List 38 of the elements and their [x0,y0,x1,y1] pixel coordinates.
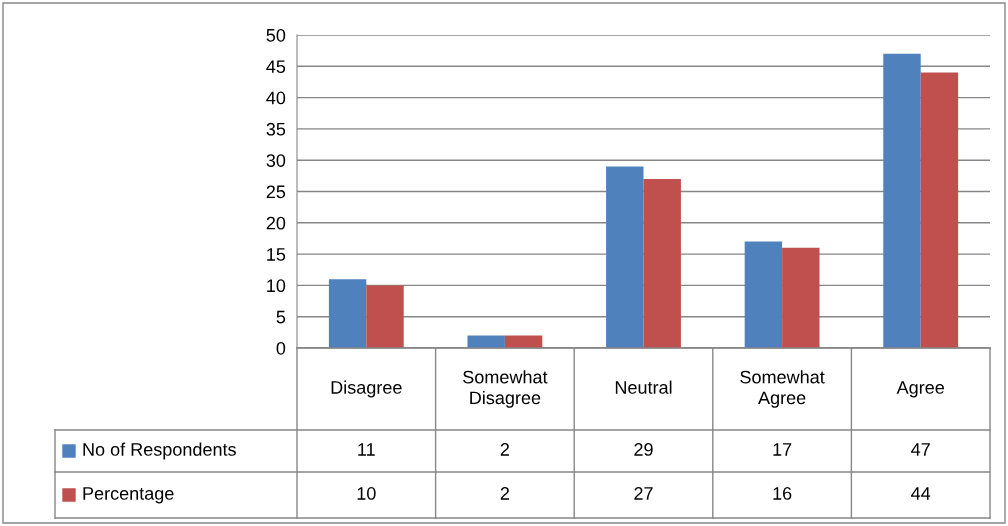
data-label: 29 [634,443,653,456]
x-tick-label: Somewhat Agree [740,370,825,408]
y-tick-label: 30 [266,154,286,167]
x-tick-label: Somewhat Disagree [463,370,548,408]
legend-label: No of Respondents [83,442,236,460]
data-label: 47 [911,443,930,456]
bar [467,335,505,348]
y-tick-label: 50 [266,28,286,42]
data-label: 2 [500,487,510,500]
y-tick-label: 0 [276,341,286,355]
y-tick-label: 10 [267,279,286,293]
bar [920,72,959,348]
bar [366,285,404,348]
x-tick-label: Agree [896,381,944,398]
x-tick-label: Neutral [615,380,672,394]
x-tick-label: Disagree [331,380,402,398]
bar [606,166,644,348]
legend-label: Percentage [83,487,174,504]
data-label: 10 [357,487,376,500]
bar [883,53,921,348]
data-label: 17 [773,443,792,456]
data-label: 2 [500,443,510,456]
bar [782,247,820,348]
bar [504,335,543,348]
data-label: 11 [358,443,375,456]
bar [643,178,681,348]
data-label: 16 [773,487,792,500]
y-tick-label: 35 [266,122,286,136]
data-label: 44 [911,487,931,500]
y-tick-label: 5 [276,310,286,324]
y-tick-label: 20 [266,216,286,230]
y-tick-label: 40 [266,91,286,105]
bar [744,241,783,348]
data-label: 27 [634,487,653,500]
y-tick-label: 15 [267,248,286,261]
bar [328,279,367,348]
y-tick-label: 45 [266,60,286,74]
y-tick-label: 25 [266,185,286,199]
